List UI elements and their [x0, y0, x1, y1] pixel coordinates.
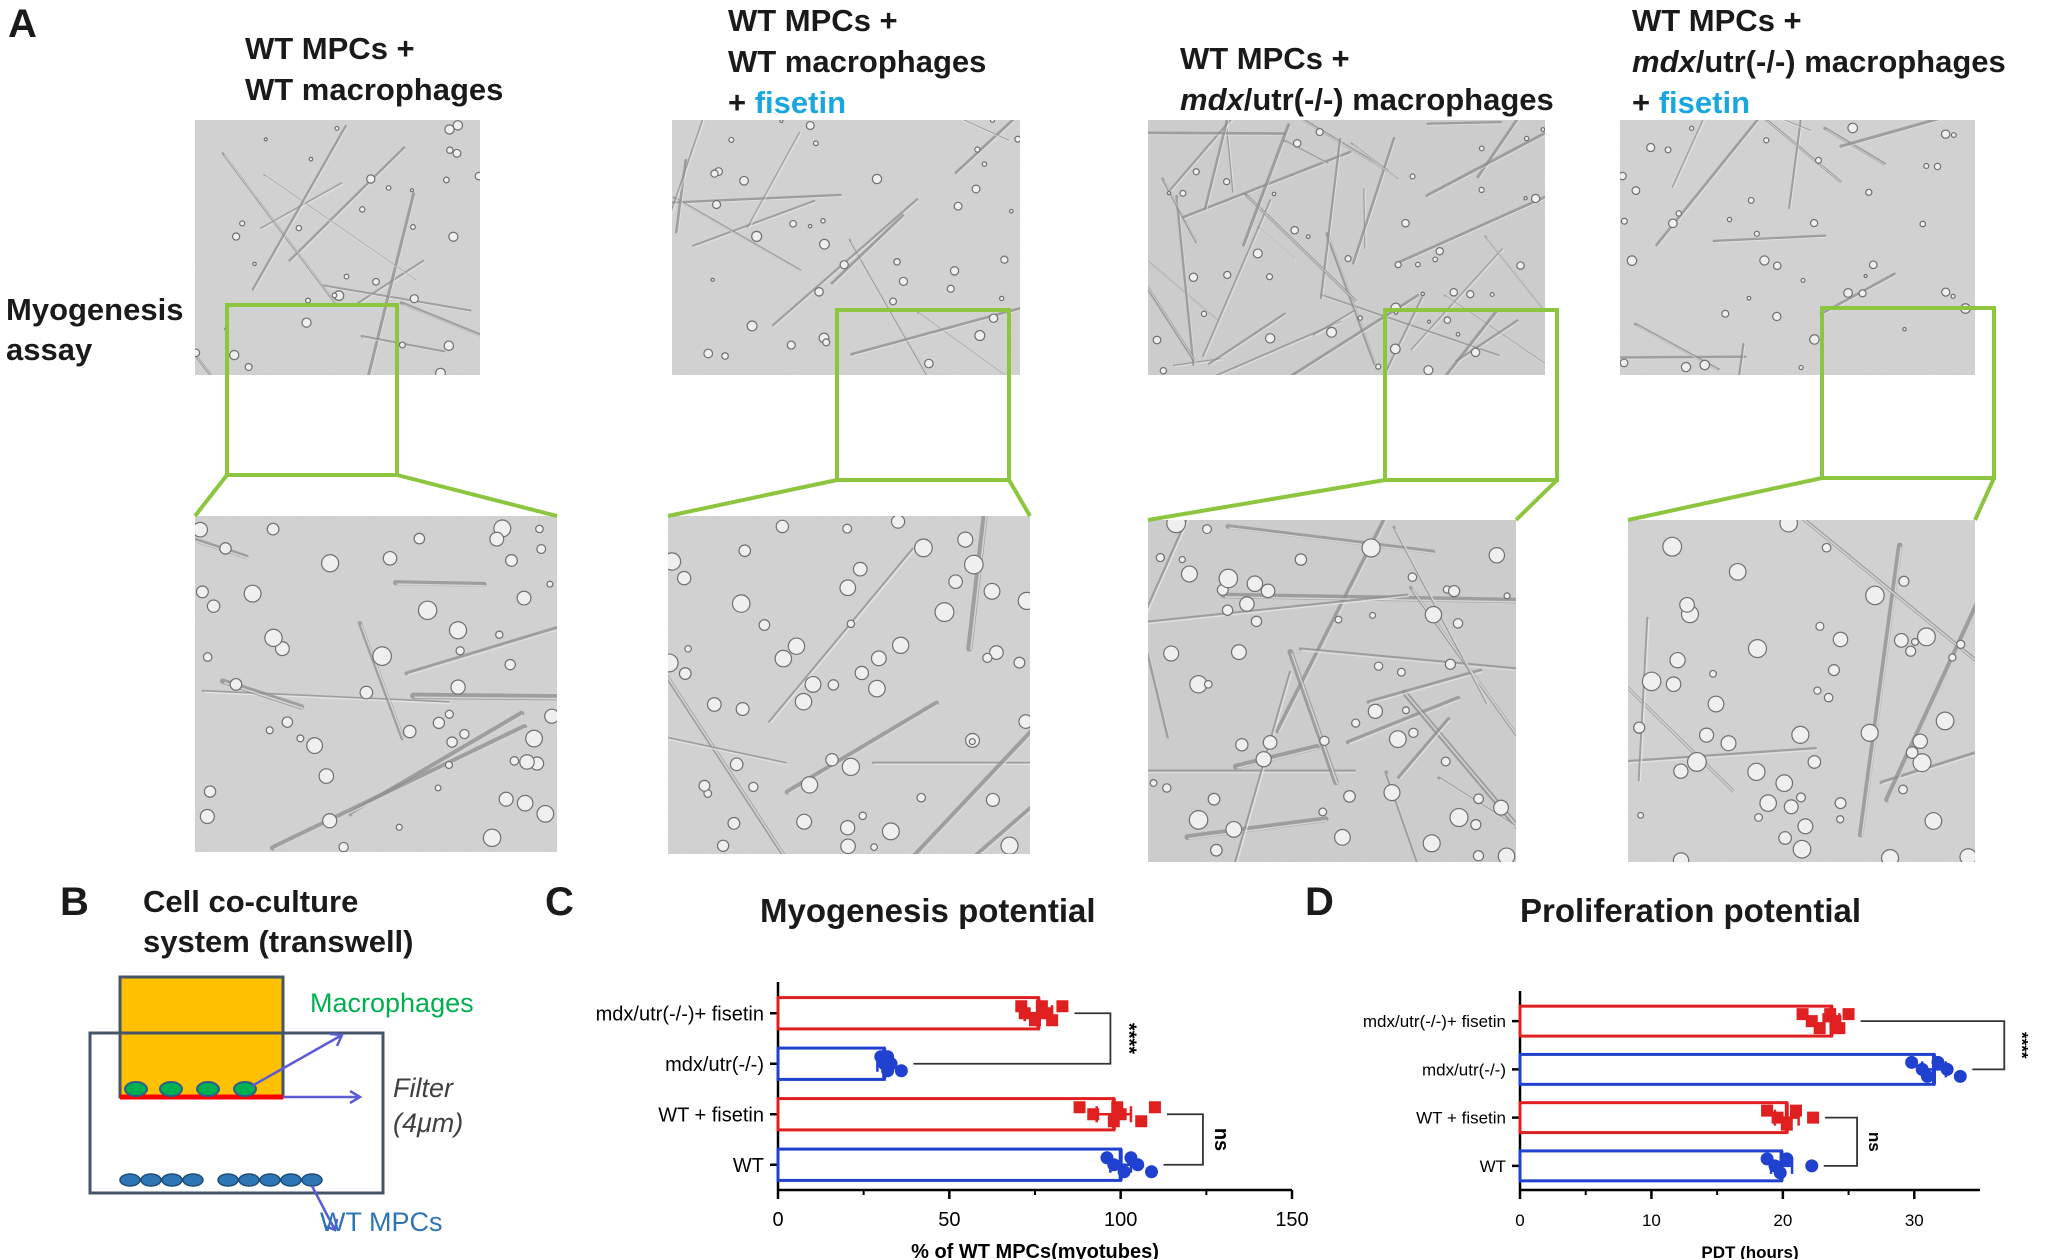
chart-d-title: Proliferation potential	[1520, 892, 1861, 930]
filter-label: Filter	[393, 1073, 454, 1103]
data-point	[1774, 1166, 1787, 1179]
transwell-insert	[120, 977, 283, 1097]
data-point	[1954, 1070, 1967, 1083]
x-tick-label: 0	[772, 1209, 783, 1231]
data-point	[1941, 1063, 1954, 1076]
bar	[778, 1149, 1121, 1180]
y-tick-label: WT	[733, 1155, 764, 1177]
bar	[1520, 1103, 1787, 1133]
zoom-connector	[195, 475, 227, 516]
bar	[1520, 1006, 1831, 1036]
data-point	[1118, 1165, 1131, 1178]
data-point	[1149, 1101, 1161, 1113]
significance-label: ****	[1117, 1023, 1139, 1054]
y-tick-label: mdx/utr(-/-)	[665, 1054, 764, 1076]
data-point	[1131, 1158, 1144, 1171]
x-tick-label: 100	[1104, 1209, 1137, 1231]
zoom-connector	[1009, 480, 1030, 516]
y-tick-label: WT + fisetin	[1416, 1109, 1506, 1128]
data-point	[1781, 1119, 1793, 1131]
zoom-micrograph-3	[1484, 438, 2046, 868]
data-point	[1921, 1070, 1934, 1083]
data-point	[1780, 1152, 1793, 1165]
data-point	[1135, 1115, 1147, 1127]
zoom-connector	[668, 480, 837, 516]
y-tick-label: WT + fisetin	[658, 1104, 764, 1126]
zoom-micrograph-2	[976, 443, 1594, 870]
panel-label-d: D	[1305, 880, 1334, 925]
top-micrograph-0	[172, 120, 516, 385]
zoom-micrograph-1	[575, 450, 1122, 870]
data-point	[1019, 1007, 1031, 1019]
data-point	[1807, 1112, 1819, 1124]
mpc-cells	[120, 1174, 322, 1186]
x-tick-label: 50	[938, 1209, 960, 1231]
chart-myogenesis: 0 50 100 150 % of WT MPCs(myotubes) mdx/utr(-…	[520, 945, 1320, 1259]
coculture-title: Cell co-culture system (transwell)	[143, 882, 414, 962]
chart-c-title: Myogenesis potential	[760, 892, 1096, 930]
bar	[1520, 1151, 1782, 1181]
bar	[778, 1048, 884, 1079]
x-tick-label: 10	[1642, 1211, 1661, 1230]
y-tick-label: WT	[1480, 1157, 1506, 1176]
y-tick-label: mdx/utr(-/-)	[1422, 1060, 1506, 1079]
top-micrograph-2	[1111, 44, 1583, 446]
chart-proliferation: 0 10 20 30 PDT (hours) mdx/utr(-/-)+ fisetin m…	[1320, 945, 2048, 1259]
data-point	[1145, 1165, 1158, 1178]
zoom-micrograph-0	[165, 516, 595, 852]
x-tick-label: 150	[1275, 1209, 1308, 1231]
significance-label: ****	[2012, 1032, 2031, 1059]
data-point	[1814, 1022, 1826, 1034]
x-axis-label: PDT (hours)	[1701, 1243, 1798, 1259]
data-point	[1056, 1000, 1068, 1012]
data-point	[895, 1064, 908, 1077]
data-point	[1087, 1108, 1099, 1120]
data-point	[1843, 1008, 1855, 1020]
data-point	[1115, 1108, 1127, 1120]
bar	[778, 1099, 1114, 1130]
macrophages-label: Macrophages	[310, 988, 474, 1018]
significance-bracket	[1164, 1114, 1203, 1165]
top-micrograph-3	[1606, 39, 1992, 406]
zoom-connector	[1516, 480, 1557, 520]
significance-bracket	[1824, 1118, 1857, 1166]
y-tick-label: mdx/utr(-/-)+ fisetin	[596, 1003, 764, 1025]
data-point	[1761, 1105, 1773, 1117]
data-point	[1029, 1014, 1041, 1026]
data-point	[1790, 1105, 1802, 1117]
zoom-connector	[1975, 478, 1994, 520]
x-tick-label: 20	[1773, 1211, 1792, 1230]
bar	[1520, 1054, 1934, 1084]
mpcs-label: WT MPCs	[320, 1207, 443, 1237]
zoom-connector	[1628, 478, 1822, 520]
micrograph-panel	[0, 0, 2050, 870]
data-point	[1833, 1022, 1845, 1034]
significance-label: ns	[1210, 1128, 1232, 1151]
x-axis-label: % of WT MPCs(myotubes)	[911, 1241, 1159, 1259]
top-micrograph-1	[642, 32, 1057, 398]
panel-label-b: B	[60, 880, 89, 925]
bar	[778, 998, 1038, 1029]
transwell-diagram: Macrophages Filter (4μm) WT MPCs	[80, 960, 510, 1260]
data-point	[1046, 1014, 1058, 1026]
y-tick-label: mdx/utr(-/-)+ fisetin	[1363, 1012, 1506, 1031]
x-tick-label: 0	[1515, 1211, 1524, 1230]
x-tick-label: 30	[1905, 1211, 1924, 1230]
data-point	[1805, 1159, 1818, 1172]
zoom-connector	[1148, 480, 1385, 520]
data-point	[1074, 1101, 1086, 1113]
pore-size-label: (4μm)	[393, 1108, 463, 1138]
zoom-connector	[397, 475, 557, 516]
panel-label-c: C	[545, 880, 574, 925]
significance-label: ns	[1865, 1132, 1884, 1152]
